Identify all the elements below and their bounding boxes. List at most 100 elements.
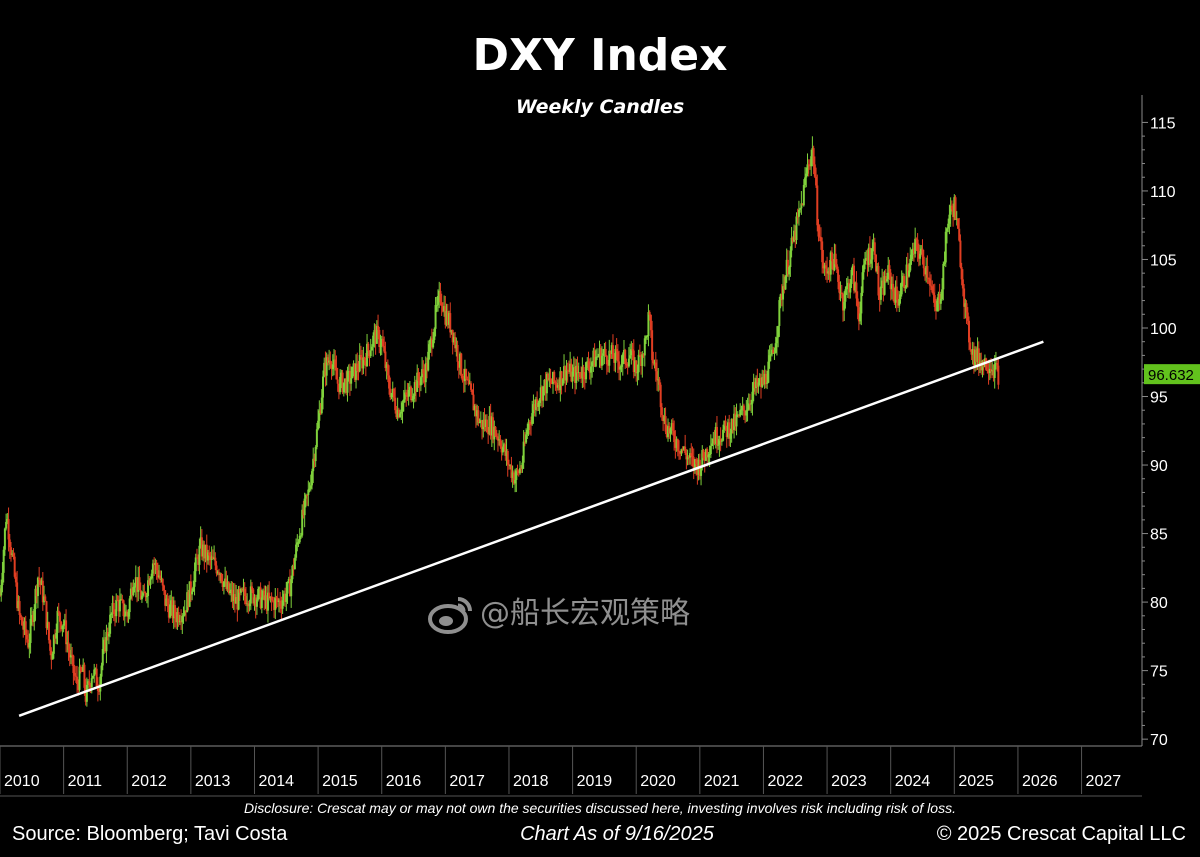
candle-body [829, 252, 832, 275]
candle-body [887, 265, 890, 280]
candle-body [106, 631, 109, 637]
candle-body [249, 586, 252, 604]
candle-body [675, 439, 678, 448]
candle-body [664, 416, 667, 432]
candle-body [630, 349, 633, 356]
candle-body [737, 414, 740, 416]
candle-body [948, 214, 951, 224]
candle-body [993, 364, 996, 379]
candle-body [654, 362, 657, 372]
candle-body [321, 376, 324, 398]
candle-body [193, 571, 196, 587]
candle-body [79, 666, 82, 671]
candle-body [337, 383, 340, 393]
candle-body [959, 240, 962, 268]
candle-body [838, 281, 841, 293]
candle-body [61, 625, 64, 630]
candle-body [467, 379, 470, 385]
candle-body [914, 238, 917, 254]
candle-body [592, 350, 595, 363]
candle-body [380, 338, 383, 346]
candle-body [906, 264, 909, 277]
candle-body [215, 565, 218, 574]
candle-body [405, 392, 408, 395]
candle-body [937, 293, 940, 301]
candle-body [297, 542, 300, 544]
candle-body [553, 371, 556, 383]
candle-body [244, 596, 247, 605]
candle-body [791, 237, 794, 242]
candle-body [855, 282, 858, 299]
candle-body [302, 509, 305, 516]
candle-body [938, 293, 941, 304]
candle-body [17, 601, 20, 609]
candle-body [243, 588, 246, 597]
candle-body [565, 369, 568, 381]
candle-body [603, 349, 606, 354]
candle-body [325, 357, 328, 376]
candle-body [5, 521, 8, 529]
candle-body [499, 439, 502, 447]
candle-body [527, 421, 530, 430]
candle-body [611, 345, 614, 359]
candle-body [478, 422, 481, 424]
candle-body [955, 218, 958, 220]
candle-body [433, 328, 436, 340]
candle-body [680, 448, 683, 454]
candle-body [498, 439, 501, 441]
candle-body [950, 205, 953, 210]
candle-body [16, 582, 19, 609]
candle-body [890, 283, 893, 290]
candle-body [717, 444, 720, 446]
candle-body [479, 420, 482, 423]
candle-body [868, 247, 871, 264]
candle-body [169, 604, 172, 618]
candle-body [288, 579, 291, 597]
candle-body [905, 264, 908, 288]
candle-body [849, 283, 852, 293]
candle-body [949, 205, 952, 215]
y-tick-label: 70 [1150, 732, 1168, 749]
candle-body [197, 558, 200, 565]
candle-body [653, 362, 656, 364]
candle-body [84, 687, 87, 702]
candle-body [631, 349, 634, 351]
candle-body [593, 350, 596, 367]
candle-body [434, 305, 437, 329]
candle-body [898, 299, 901, 306]
candle-body [542, 386, 545, 401]
candle-body [83, 664, 86, 688]
candle-body [848, 282, 851, 293]
candle-body [378, 329, 381, 347]
candle-body [538, 399, 541, 403]
candle-body [199, 537, 202, 546]
candle-body [121, 599, 124, 601]
candle-body [418, 380, 421, 386]
candle-body [872, 242, 875, 249]
candle-body [722, 429, 725, 441]
candle-body [412, 395, 415, 399]
candle-body [225, 578, 228, 590]
candle-body [460, 353, 463, 377]
candle-body [772, 349, 775, 354]
candle-body [370, 346, 373, 351]
candle-body [318, 410, 321, 421]
candle-body [997, 365, 1000, 385]
candle-body [676, 439, 679, 451]
candle-body [671, 423, 674, 431]
candle-body [768, 355, 771, 362]
candle-body [160, 579, 163, 581]
candle-body [408, 386, 411, 390]
candle-body [440, 302, 443, 306]
candle-body [832, 261, 835, 271]
candle-body [260, 597, 263, 608]
candle-body [733, 413, 736, 430]
candle-body [651, 330, 654, 361]
candle-body [756, 378, 759, 387]
candle-body [522, 441, 525, 463]
candle-body [369, 350, 372, 357]
candle-body [520, 468, 523, 470]
candle-body [976, 348, 979, 362]
candle-body [591, 362, 594, 367]
candle-body [450, 329, 453, 333]
